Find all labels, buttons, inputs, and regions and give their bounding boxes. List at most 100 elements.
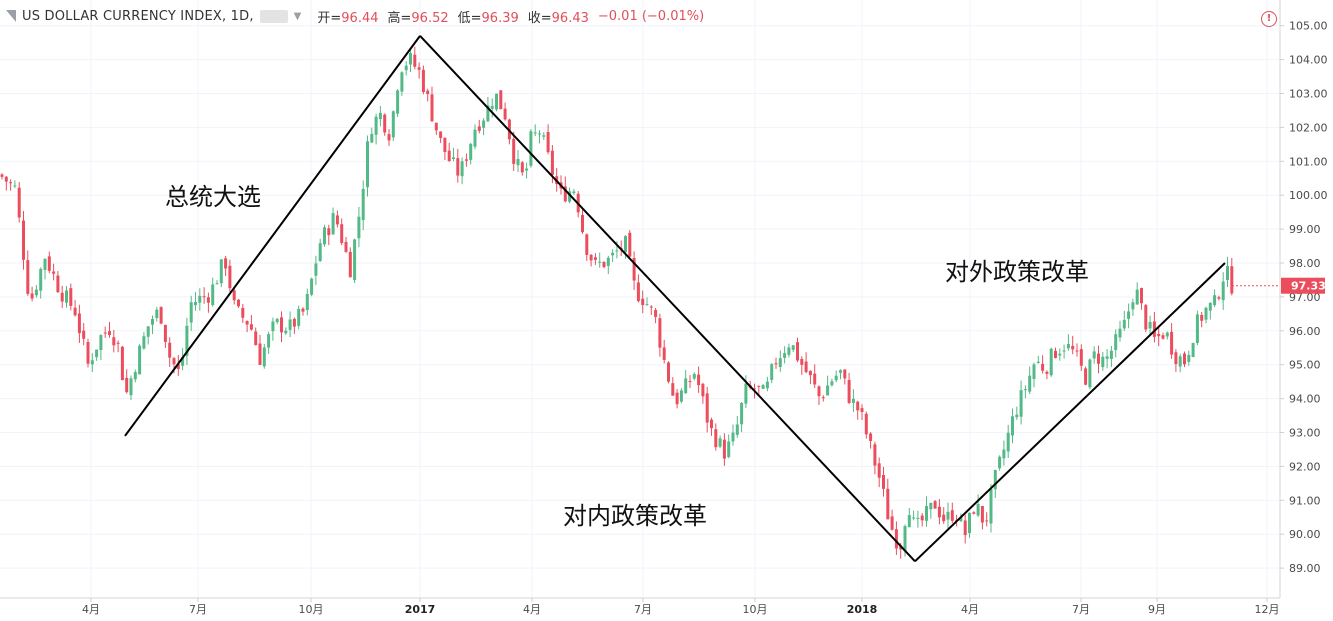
candle-body	[778, 358, 782, 367]
candle-body	[869, 433, 873, 441]
trendline[interactable]	[914, 262, 1226, 563]
candle-body	[744, 383, 748, 404]
candle-body	[241, 307, 245, 318]
candle-body	[684, 378, 688, 394]
candle-body	[1058, 353, 1062, 356]
candle-body	[30, 293, 34, 299]
x-tick-label: 12月	[1255, 603, 1280, 616]
candle-body	[146, 326, 150, 337]
candle-body	[452, 157, 455, 159]
candle-body	[765, 381, 769, 389]
candle-body	[430, 94, 434, 122]
collapse-arrow-icon[interactable]	[6, 10, 16, 22]
candle-body	[550, 150, 554, 175]
annotation-label: 对外政策改革	[945, 258, 1089, 286]
candle-body	[667, 362, 670, 382]
candle-body	[297, 308, 301, 326]
candle-body	[284, 330, 288, 334]
candle-body	[925, 506, 928, 521]
candle-body	[477, 126, 481, 131]
candle-body	[69, 288, 73, 306]
candle-body	[473, 129, 477, 147]
candle-body	[112, 337, 116, 346]
candle-body	[404, 65, 408, 71]
annotation-label: 对内政策改革	[563, 502, 707, 530]
candle-body	[1088, 359, 1092, 388]
candle-body	[219, 259, 223, 284]
candle-body	[348, 251, 352, 278]
candle-body	[533, 132, 537, 134]
candle-body	[525, 168, 529, 171]
candle-body	[1019, 390, 1023, 417]
candle-body	[301, 308, 305, 312]
time-axis[interactable]: 4月 7月 10月 2017 4月 7月 10月 2018 4月 7月 9月 12月	[82, 598, 1280, 616]
candle-body	[1122, 319, 1126, 329]
candle-body	[1230, 266, 1234, 294]
candle-body	[787, 347, 791, 355]
candle-body	[791, 345, 795, 350]
candle-body	[538, 133, 541, 135]
candle-body	[671, 383, 675, 396]
candle-body	[198, 295, 202, 303]
candle-body	[993, 469, 997, 490]
candle-body	[890, 516, 894, 530]
candle-body	[624, 236, 627, 253]
candle-body	[138, 345, 142, 375]
chevron-down-icon[interactable]: ▼	[293, 10, 302, 22]
candle-body	[757, 385, 761, 387]
x-tick-label: 7月	[1072, 603, 1090, 616]
candle-body	[860, 408, 864, 412]
candle-body	[985, 520, 989, 522]
candle-body	[495, 93, 498, 110]
candle-body	[563, 186, 567, 202]
candle-body	[439, 131, 443, 138]
candle-body	[886, 488, 890, 520]
x-tick-label: 7月	[189, 603, 207, 616]
candle-body	[916, 517, 920, 519]
candle-body	[90, 360, 94, 365]
candle-body	[344, 241, 348, 252]
candle-body	[181, 357, 185, 366]
candle-body	[1178, 356, 1182, 367]
candle-body	[1011, 416, 1014, 436]
candle-body	[598, 261, 602, 263]
candle-body	[1097, 353, 1100, 364]
candle-body	[796, 342, 799, 361]
candle-body	[950, 510, 954, 521]
candle-body	[434, 122, 438, 131]
candle-body	[1118, 328, 1122, 338]
y-tick-label: 97.00	[1289, 291, 1321, 304]
candle-body	[826, 385, 830, 396]
candle-body	[361, 188, 365, 221]
candle-body	[800, 358, 804, 365]
alert-icon[interactable]: !	[1261, 11, 1277, 27]
trendline[interactable]	[419, 35, 916, 563]
candle-body	[17, 187, 21, 218]
x-tick-label: 4月	[523, 603, 541, 616]
candle-body	[589, 254, 593, 261]
price-axis[interactable]: 105.00 104.00 103.00 102.00 101.00 100.00 99.0…	[1280, 20, 1328, 575]
candle-body	[834, 375, 838, 381]
candle-body	[413, 54, 417, 67]
candle-body	[396, 90, 400, 114]
candle-body	[1023, 389, 1027, 391]
x-tick-label: 10月	[743, 603, 768, 616]
grid-lines	[0, 0, 1280, 598]
x-tick-label: 2017	[405, 603, 436, 616]
candle-body	[168, 342, 172, 358]
candle-body	[370, 133, 374, 143]
candle-body	[1114, 334, 1118, 350]
candle-body	[1002, 449, 1006, 459]
candle-body	[258, 343, 262, 365]
candle-body	[1183, 353, 1186, 365]
trendline[interactable]	[124, 35, 421, 437]
candle-body	[56, 275, 60, 293]
candle-body	[542, 135, 546, 137]
candle-body	[262, 347, 266, 367]
symbol-title[interactable]: US DOLLAR CURRENCY INDEX, 1D,	[22, 8, 254, 24]
candle-body	[761, 385, 765, 389]
candle-body	[335, 215, 339, 225]
candle-body	[882, 475, 885, 489]
